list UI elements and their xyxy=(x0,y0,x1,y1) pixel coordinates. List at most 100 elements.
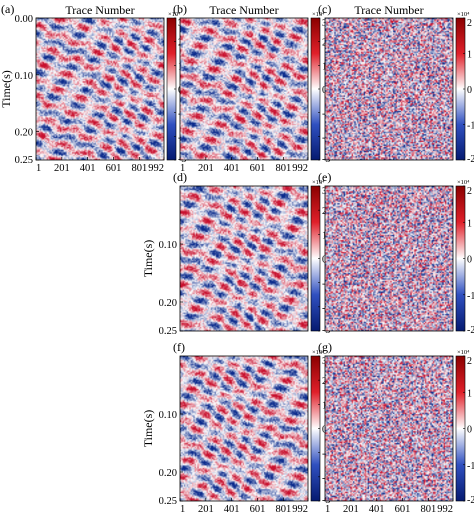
y-axis-label-f: Time(s) xyxy=(141,410,155,448)
heatmap-image-d xyxy=(180,186,308,331)
x-axis-label-b: Trace Number xyxy=(209,3,278,17)
colorbar-tick-label-d: 2 xyxy=(322,206,327,217)
panel-a: (a) Trace Number 1 201 401 601 801 992 0.00 0.10 0… xyxy=(0,2,186,174)
x-tick-label-g: 401 xyxy=(369,504,385,515)
colorbar-tick-label-f: 0 xyxy=(322,425,327,436)
colorbar-exponent-b: ×10⁴ xyxy=(312,11,325,18)
heatmap-image-e xyxy=(325,186,453,331)
panel-b: (b)Trace Number12014016018019923210-1-2-… xyxy=(173,2,330,174)
x-tick-label-f: 601 xyxy=(250,504,266,515)
x-tick-label-b: 1 xyxy=(180,163,185,174)
panel-label-e: (e) xyxy=(318,170,331,184)
plot-frame-g xyxy=(324,355,454,502)
colorbar-tick-label-e: -2 xyxy=(467,325,474,336)
y-tick-label-d: 0.20 xyxy=(159,298,177,309)
y-tick-label-f: 0.10 xyxy=(159,410,177,421)
y-tick-label-a: 0.00 xyxy=(15,14,33,25)
x-tick-label-f: 401 xyxy=(224,504,240,515)
colorbar-tick-label-c: 0 xyxy=(467,85,472,96)
x-tick-label-a: 401 xyxy=(80,163,96,174)
x-tick-label-b: 401 xyxy=(224,163,240,174)
x-tick-label-b: 992 xyxy=(292,163,308,174)
colorbar-tick-label-g: 2 xyxy=(467,356,472,367)
colorbar-exponent-a: ×10⁴ xyxy=(168,11,181,18)
colorbar-exponent-c: ×10⁴ xyxy=(457,11,470,18)
colorbar-tick-label-b: 2 xyxy=(322,38,327,49)
panel-e: (e) 2 1 0 -1 -2 ×10⁴ xyxy=(318,170,474,336)
x-tick-label-f: 1 xyxy=(180,504,185,515)
x-tick-label-a: 992 xyxy=(148,163,164,174)
panel-label-g: (g) xyxy=(318,340,332,354)
x-tick-label-g: 601 xyxy=(395,504,411,515)
colorbar-exponent-e: ×10⁴ xyxy=(457,179,470,186)
plot-frame-f xyxy=(179,355,309,502)
colorbar-tick-label-g: 1 xyxy=(467,388,472,399)
heatmap-image-b xyxy=(180,18,308,160)
colorbar-tick-label-d: 1 xyxy=(322,230,327,241)
colorbar-tick-label-f: 1 xyxy=(322,400,327,411)
colorbar-exponent-d: ×10⁴ xyxy=(312,179,325,186)
x-tick-label-g: 801 xyxy=(420,504,436,515)
heatmap-image-a xyxy=(36,18,164,160)
x-tick-label-b: 201 xyxy=(198,163,214,174)
colorbar-tick-label-b: 3 xyxy=(322,18,327,29)
colorbar-tick-label-e: 0 xyxy=(467,255,472,266)
colorbar-tick-label-e: -1 xyxy=(467,291,474,302)
colorbar-tick-label-b: 1 xyxy=(322,61,327,72)
y-tick-label-f: 0.20 xyxy=(159,468,177,479)
y-tick-label-a: 0.10 xyxy=(15,71,33,82)
panel-label-c: (c) xyxy=(318,2,331,16)
x-tick-label-f: 201 xyxy=(198,504,214,515)
x-tick-label-a: 201 xyxy=(54,163,70,174)
panel-label-b: (b) xyxy=(173,2,187,16)
colorbar-tick-label-g: -1 xyxy=(467,461,474,472)
x-tick-label-f: 801 xyxy=(275,504,291,515)
colorbar-tick-label-d: 0 xyxy=(322,255,327,266)
colorbar-exponent-f: ×10⁴ xyxy=(312,349,325,356)
plot-frame-d xyxy=(179,185,309,332)
panel-c: (c) Trace Number 2 1 0 -1 -2 ×10⁴ xyxy=(318,2,474,165)
x-tick-label-g: 1 xyxy=(325,504,330,515)
y-tick-label-d: 0.25 xyxy=(159,326,177,337)
y-tick-label-a: 0.20 xyxy=(15,128,33,139)
colorbar-tick-label-c: -1 xyxy=(467,121,474,132)
colorbar-tick-label-c: 2 xyxy=(467,18,472,29)
x-tick-label-a: 801 xyxy=(131,163,147,174)
colorbar-tick-label-g: 0 xyxy=(467,425,472,436)
x-axis-label-a: Trace Number xyxy=(65,3,134,17)
colorbar-tick-label-c: -2 xyxy=(467,154,474,165)
y-tick-label-a: 0.25 xyxy=(15,155,33,166)
heatmap-image-f xyxy=(180,356,308,501)
x-tick-label-b: 601 xyxy=(250,163,266,174)
x-tick-label-f: 992 xyxy=(292,504,308,515)
x-tick-label-a: 601 xyxy=(106,163,122,174)
x-axis-label-c: Trace Number xyxy=(354,3,423,17)
x-tick-label-g: 992 xyxy=(437,504,453,515)
colorbar-tick-label-f: 3 xyxy=(322,356,327,367)
panel-label-a: (a) xyxy=(1,2,14,16)
colorbar-tick-label-b: 0 xyxy=(322,85,327,96)
y-tick-label-f: 0.25 xyxy=(159,496,177,507)
y-axis-label-d: Time(s) xyxy=(141,240,155,278)
x-tick-label-g: 201 xyxy=(343,504,359,515)
y-axis-label-a: Time(s) xyxy=(0,70,13,108)
plot-frame-c xyxy=(324,17,454,161)
heatmap-image-g xyxy=(325,356,453,501)
plot-frame-b xyxy=(179,17,309,161)
colorbar-exponent-g: ×10⁴ xyxy=(457,349,470,356)
colorbar-tick-label-e: 2 xyxy=(467,186,472,197)
heatmap-image-c xyxy=(325,18,453,160)
plot-frame-a xyxy=(35,17,165,161)
colorbar-tick-label-g: -2 xyxy=(467,495,474,506)
x-tick-label-a: 1 xyxy=(36,163,41,174)
panel-f: (f)1 201 401 601 801 9920.100.200.25Time(s)32… xyxy=(141,340,330,515)
y-tick-label-d: 0.10 xyxy=(159,240,177,251)
colorbar-tick-label-f: 2 xyxy=(322,376,327,387)
colorbar-tick-label-e: 1 xyxy=(467,218,472,229)
colorbar-tick-label-c: 1 xyxy=(467,50,472,61)
x-tick-label-b: 801 xyxy=(275,163,291,174)
panel-label-f: (f) xyxy=(173,340,185,354)
